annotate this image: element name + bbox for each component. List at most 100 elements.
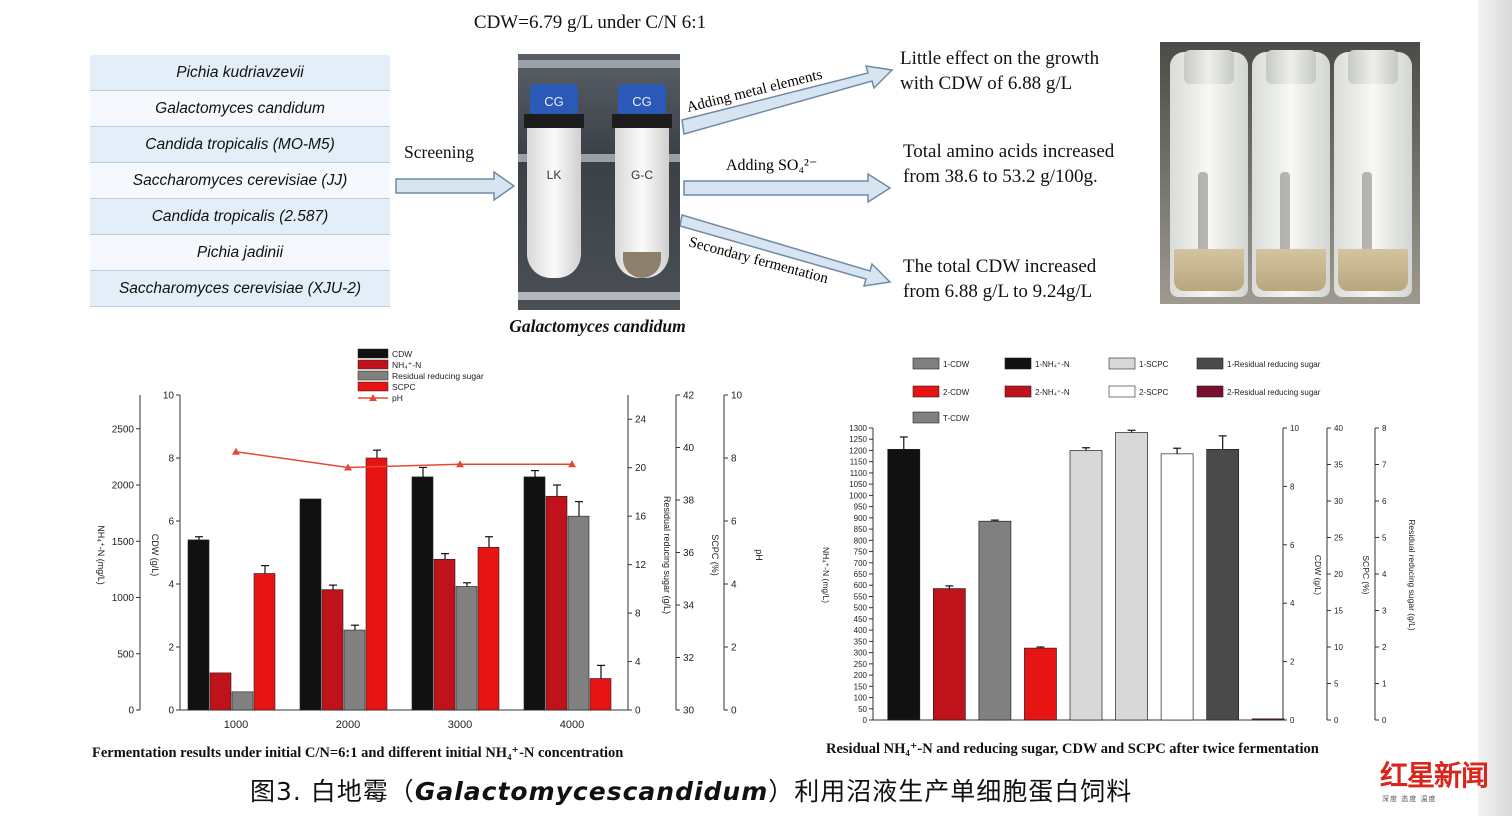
bar (1160, 453, 1194, 721)
tick-label: 1300 (849, 424, 867, 433)
nh4-axis-title: NH₄⁺-N (mg/L) (821, 547, 831, 603)
legend-swatch (1004, 385, 1032, 398)
tick-label: 0 (1290, 716, 1295, 725)
tick-label: 50 (858, 705, 867, 714)
x-tick-label: 3000 (448, 719, 472, 731)
legend-swatch (1004, 357, 1032, 370)
tick-label: 0 (1382, 716, 1387, 725)
tick-label: 4 (168, 580, 174, 591)
ph-point (344, 463, 352, 471)
tick-label: 0 (863, 716, 868, 725)
yeast-item: Saccharomyces cerevisiae (JJ) (90, 163, 390, 199)
tick-label: 550 (854, 592, 868, 601)
tick-label: 1200 (849, 446, 867, 455)
tick-label: 200 (854, 671, 868, 680)
result-secondary: The total CDW increased from 6.88 g/L to … (903, 256, 1097, 302)
legend-label: Residual reducing sugar (392, 371, 484, 381)
legend-label: 2-NH₄⁺-N (1035, 388, 1070, 397)
tick-label: 3 (1382, 607, 1387, 616)
tick-label: 1150 (850, 458, 868, 467)
tick-label: 24 (635, 415, 647, 426)
bar-cdw (299, 498, 322, 711)
legend-swatch (357, 381, 389, 392)
x-tick-label: 1000 (224, 719, 248, 731)
tick-label: 650 (854, 570, 868, 579)
yeast-item: Candida tropicalis (2.587) (90, 199, 390, 235)
tick-label: 2000 (112, 481, 135, 492)
ph-point (568, 460, 576, 468)
ph-line (235, 450, 572, 469)
yeast-item: Pichia jadinii (90, 235, 390, 271)
bar-nh-n (209, 672, 232, 711)
tick-label: 6 (1382, 497, 1387, 506)
tick-label: 8 (168, 454, 174, 465)
bar-cdw (187, 539, 210, 711)
tick-label: 40 (1334, 424, 1343, 433)
tick-label: 150 (854, 682, 868, 691)
bar-residual-reducing-sugar (455, 586, 478, 711)
legend-swatch (357, 348, 389, 359)
yeast-item: Candida tropicalis (MO-M5) (90, 127, 390, 163)
tick-label: 15 (1334, 607, 1343, 616)
legend-swatch (1108, 385, 1136, 398)
sugar-axis-title: Residual reducing sugar (g/L) (662, 496, 672, 614)
tick-label: 1500 (112, 537, 135, 548)
bar-scpc (253, 573, 276, 711)
bar-cdw (523, 476, 546, 711)
tick-label: 34 (683, 601, 695, 612)
ph-point (232, 447, 240, 455)
tick-label: 850 (854, 525, 868, 534)
screening-label: Screening (404, 142, 474, 162)
tick-label: 350 (854, 637, 868, 646)
result-metal: Little effect on the growth with CDW of 6… (900, 48, 1100, 94)
tube-photo: CG CG LK G-C (518, 54, 680, 310)
tick-label: 2 (1382, 643, 1387, 652)
legend-label: NH₄⁺-N (392, 360, 421, 370)
tick-label: 950 (854, 503, 868, 512)
news-logo-tagline: 深度 态度 温度 (1382, 795, 1437, 803)
header-cdw: CDW=6.79 g/L under C/N 6:1 (473, 12, 707, 33)
tick-label: 6 (731, 517, 737, 528)
bar (1024, 647, 1057, 721)
tick-label: 10 (163, 391, 175, 402)
legend-swatch (1196, 357, 1224, 370)
tick-label: 2500 (112, 424, 135, 435)
tick-label: 42 (683, 391, 695, 402)
tick-label: 1000 (112, 593, 135, 604)
tick-label: 0 (168, 706, 174, 717)
tick-label: 1050 (849, 480, 867, 489)
legend-swatch (357, 370, 389, 381)
chart-fermentation: 0500100015002000250002468100481216202430… (96, 348, 764, 731)
bar-nh-n (433, 558, 456, 711)
tick-label: 2 (1290, 658, 1295, 667)
bottles-photo (1160, 42, 1420, 304)
tube-label: LK (546, 168, 562, 182)
legend-label: 2-CDW (943, 388, 970, 397)
tick-label: 0 (1334, 716, 1339, 725)
yeast-item: Saccharomyces cerevisiae (XJU-2) (90, 271, 390, 307)
nh4-axis-title: NH₄⁺-N (mg/L) (96, 525, 106, 584)
yeast-item: Pichia kudriavzevii (90, 55, 390, 91)
tick-label: 4 (635, 657, 641, 668)
legend-label: 1-Residual reducing sugar (1227, 360, 1321, 369)
tick-label: 12 (635, 560, 647, 571)
tick-label: 750 (854, 548, 868, 557)
tick-label: 0 (731, 706, 737, 717)
bar-scpc (365, 457, 388, 711)
tick-label: 40 (683, 443, 695, 454)
screening-arrow (395, 170, 516, 202)
tick-label: 250 (854, 660, 868, 669)
tick-label: 400 (854, 626, 868, 635)
tick-label: 6 (1290, 541, 1295, 550)
result-so4: Total amino acids increased from 38.6 to … (903, 141, 1115, 187)
ph-point (456, 460, 464, 468)
yeast-list: Pichia kudriavzevii Galactomyces candidum… (90, 55, 390, 307)
bar-residual-reducing-sugar (343, 629, 366, 711)
tick-label: 8 (635, 609, 641, 620)
tick-label: 0 (635, 706, 641, 717)
cap-label: CG (544, 94, 564, 109)
x-tick-label: 4000 (560, 719, 584, 731)
tick-label: 100 (854, 694, 868, 703)
bar-scpc (589, 678, 612, 711)
